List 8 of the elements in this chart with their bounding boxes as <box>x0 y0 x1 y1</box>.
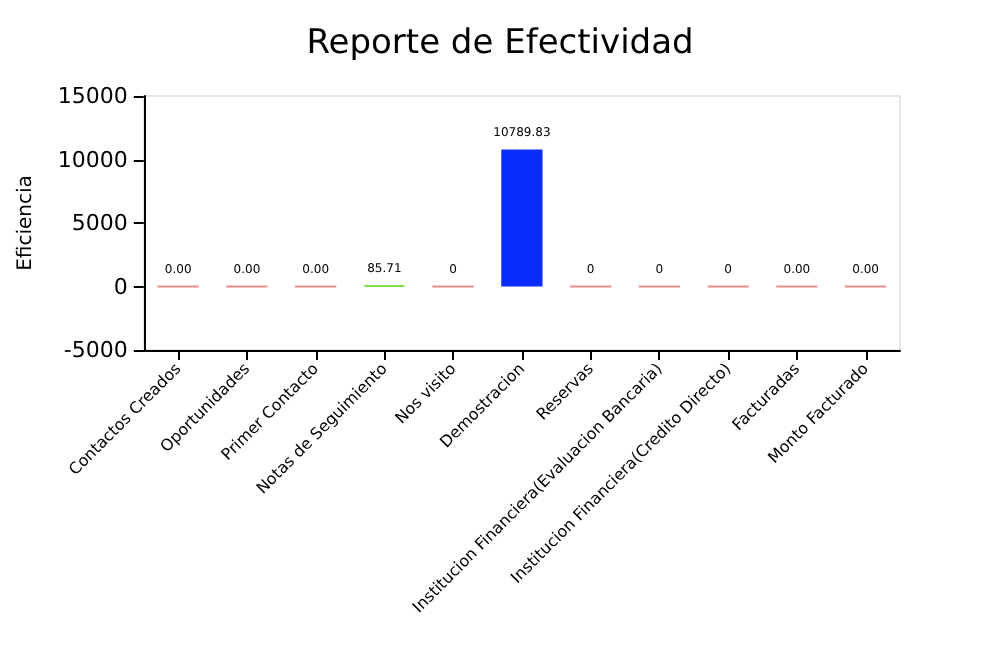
y-tick-label: 5000 <box>71 210 128 236</box>
chart-title: Reporte de Efectividad <box>306 23 694 63</box>
y-axis-title: Eficiencia <box>15 175 37 271</box>
y-tick-label: 0 <box>113 273 128 300</box>
y-tick-label: 10000 <box>57 146 128 173</box>
y-tick-label: 15000 <box>57 83 128 109</box>
y-tick-label: -5000 <box>63 337 128 363</box>
bar <box>501 149 543 287</box>
